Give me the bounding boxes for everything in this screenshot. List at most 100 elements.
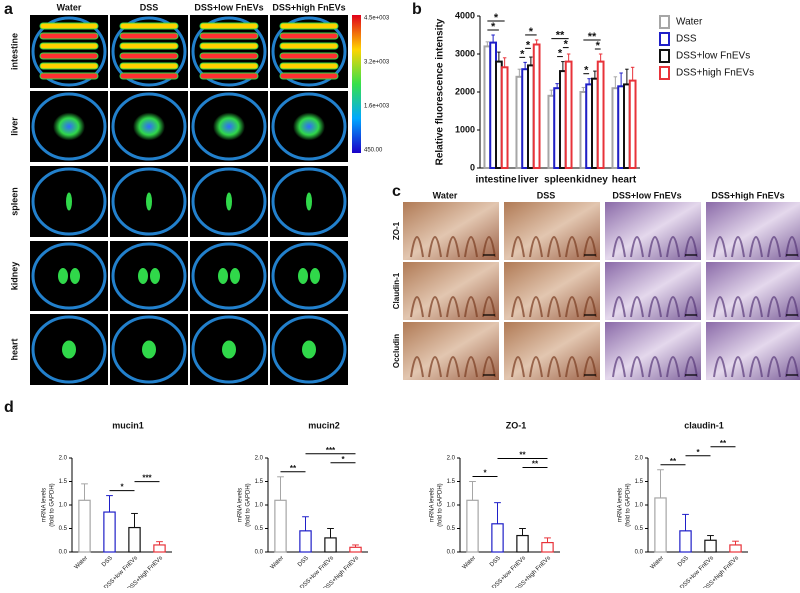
row-label: liver: [9, 117, 19, 136]
imaging-panel: [190, 241, 268, 311]
intestine-signal: [199, 62, 259, 70]
significance-label: **: [720, 439, 727, 448]
y-tick-label: 4000: [455, 10, 475, 20]
ihc-image: [504, 322, 600, 380]
crypt-shape: [684, 296, 698, 318]
x-tick-label: Water: [74, 555, 89, 570]
bar: [628, 79, 637, 169]
intestine-signal: [39, 62, 99, 70]
chart-title: claudin-1: [684, 420, 724, 430]
y-axis-label: (fold to GAPDH): [626, 483, 632, 526]
panel-label: d: [4, 399, 14, 416]
dish-ring: [31, 92, 107, 161]
organ-signal: [70, 268, 80, 284]
bar: [491, 523, 504, 553]
legend-label: DSS+high FnEVs: [676, 68, 754, 79]
crypt-shape: [731, 296, 745, 318]
crypt-shape: [565, 236, 579, 258]
significance-label: *: [696, 448, 700, 457]
crypt-shape: [410, 236, 424, 258]
bar: [128, 526, 141, 553]
intestine-signal: [279, 42, 339, 50]
imaging-panel: [110, 241, 188, 311]
dish-ring: [191, 242, 267, 310]
x-tick-label: DSS: [489, 555, 502, 568]
crypt-shape: [612, 296, 626, 318]
crypt-shape: [630, 236, 644, 258]
crypt-shape: [612, 356, 626, 378]
legend-swatch: [659, 32, 670, 46]
y-tick-label: 2.0: [255, 456, 264, 462]
row-label: Occludin: [392, 334, 401, 368]
significance-label: **: [670, 457, 677, 466]
x-tick-label: DSS: [677, 555, 690, 568]
y-tick-label: 0.0: [635, 550, 644, 556]
intestine-signal: [279, 22, 339, 30]
imaging-panel: [270, 241, 348, 311]
bar: [466, 499, 479, 553]
ihc-image: [706, 322, 800, 380]
significance-label: *: [596, 40, 601, 52]
crypt-shape: [767, 356, 781, 378]
crypt-shape: [529, 296, 543, 318]
column-label: Water: [57, 2, 82, 12]
significance-label: *: [120, 483, 124, 492]
column-label: DSS+low FnEVs: [612, 190, 681, 200]
chart-title: mucin1: [112, 420, 144, 430]
organ-signal: [230, 268, 240, 284]
y-tick-label: 1.0: [635, 503, 644, 509]
column-label: DSS+high FnEVs: [272, 2, 345, 12]
significance-label: *: [584, 65, 589, 77]
x-tick-label: Water: [270, 555, 285, 570]
bar: [704, 539, 717, 553]
crypt-shape: [583, 296, 597, 318]
y-tick-label: 1.0: [447, 503, 456, 509]
intestine-signal: [199, 32, 259, 40]
ihc-image: [706, 202, 800, 260]
crypt-shape: [630, 356, 644, 378]
bar: [324, 537, 337, 553]
dish-ring: [31, 315, 107, 384]
organ-signal: [62, 340, 76, 359]
x-tick-label: intestine: [475, 175, 517, 186]
crypt-shape: [648, 296, 662, 318]
x-tick-label: heart: [612, 175, 637, 186]
ihc-image: [504, 262, 600, 320]
y-tick-label: 0.5: [59, 526, 68, 532]
crypt-shape: [749, 236, 763, 258]
intestine-signal: [119, 32, 179, 40]
ihc-image: [403, 262, 499, 320]
bar: [541, 541, 554, 553]
significance-label: *: [341, 455, 345, 464]
crypt-shape: [547, 356, 561, 378]
intestine-signal: [199, 42, 259, 50]
intestine-signal: [39, 32, 99, 40]
significance-label: ***: [142, 474, 152, 483]
chart-title: mucin2: [308, 420, 340, 430]
dish-ring: [111, 242, 187, 310]
colorbar-label: 1.6e+003: [364, 104, 390, 110]
column-label: DSS+high FnEVs: [711, 190, 784, 200]
significance-label: *: [564, 39, 569, 51]
column-label: Water: [433, 190, 458, 200]
organ-signal: [133, 112, 165, 141]
crypt-shape: [565, 356, 579, 378]
panel-label: b: [412, 1, 422, 18]
y-axis-label: Relative fluorescence intensity: [435, 18, 446, 165]
significance-label: *: [558, 48, 563, 60]
significance-label: *: [483, 469, 487, 478]
crypt-shape: [684, 236, 698, 258]
y-tick-label: 0.5: [255, 526, 264, 532]
crypt-shape: [464, 296, 478, 318]
bar: [299, 530, 312, 553]
crypt-shape: [446, 356, 460, 378]
ihc-image: [403, 202, 499, 260]
legend-swatch: [659, 15, 670, 29]
legend-swatch: [659, 66, 670, 80]
y-axis-label: (fold to GAPDH): [246, 483, 252, 526]
significance-label: *: [520, 48, 525, 60]
intestine-signal: [199, 52, 259, 60]
crypt-shape: [583, 356, 597, 378]
organ-signal: [218, 268, 228, 284]
y-tick-label: 2.0: [447, 456, 456, 462]
